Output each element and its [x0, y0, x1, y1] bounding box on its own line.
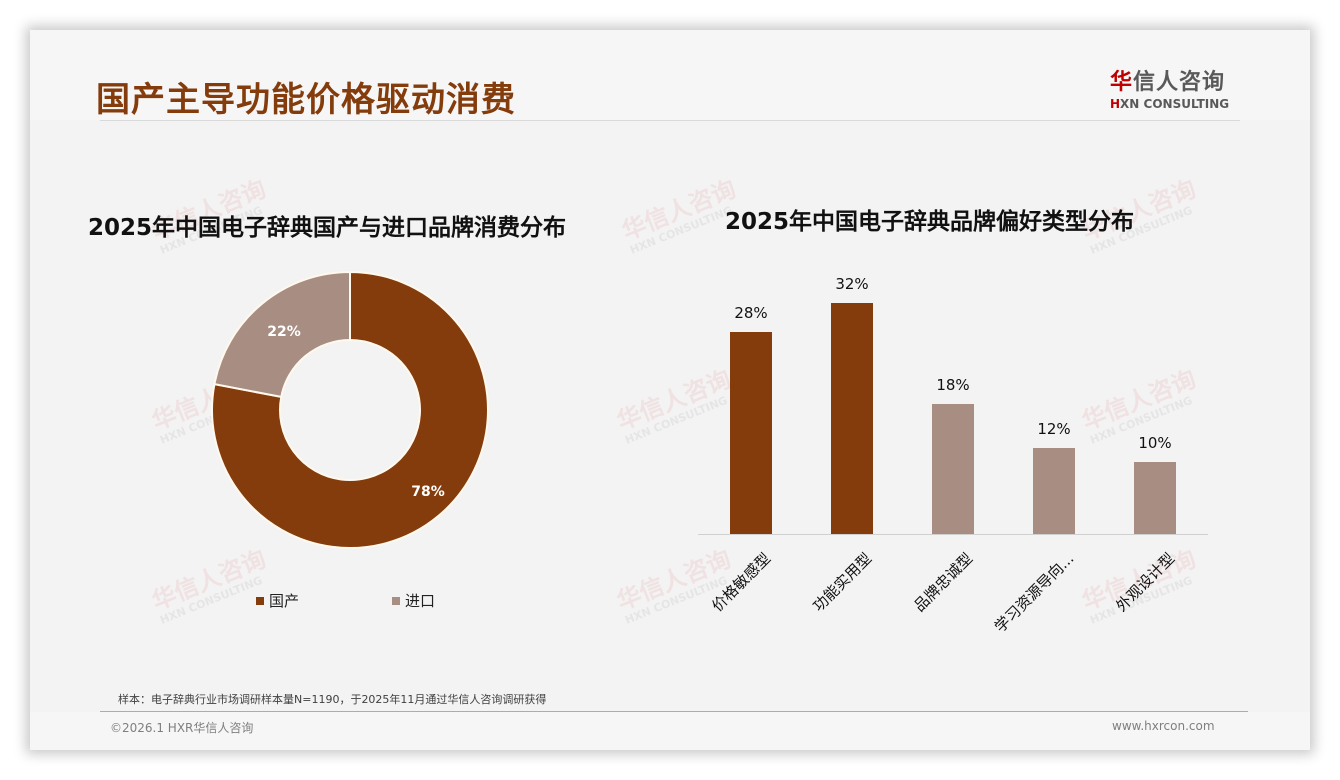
- bar-value-label: 18%: [936, 376, 970, 394]
- website-link[interactable]: www.hxrcon.com: [1112, 719, 1215, 733]
- bar-value-label: 10%: [1138, 434, 1172, 452]
- footer-band: [30, 712, 1310, 750]
- bar-functional[interactable]: [831, 303, 873, 534]
- bar-value-label: 32%: [835, 275, 869, 293]
- donut-segment-domestic[interactable]: [211, 270, 489, 549]
- bar-price-sensitive[interactable]: [730, 332, 772, 534]
- donut-chart: 78% 22%: [210, 270, 490, 550]
- donut-chart-title: 2025年中国电子辞典国产与进口品牌消费分布: [88, 215, 567, 241]
- bar-appearance[interactable]: [1134, 462, 1176, 534]
- watermark: 华信人咨询 HXN CONSULTING: [148, 544, 270, 627]
- x-tick-label: 外观设计型: [1112, 549, 1179, 616]
- bar-value-label: 28%: [734, 304, 768, 322]
- x-tick-label: 功能实用型: [809, 549, 876, 616]
- legend-swatch: [256, 596, 264, 605]
- source-note: 样本：电子辞典行业市场调研样本量N=1190，于2025年11月通过华信人咨询调…: [118, 693, 547, 706]
- legend-item-import: 进口: [392, 590, 435, 611]
- company-logo: 华信人咨询 HXN CONSULTING: [1110, 70, 1230, 111]
- header-band: [30, 30, 1310, 120]
- x-tick-label: 价格敏感型: [708, 549, 775, 616]
- footer-divider: [100, 711, 1248, 712]
- x-axis-line: [698, 534, 1208, 535]
- copyright: ©2026.1 HXR华信人咨询: [110, 721, 254, 735]
- bar-chart-title: 2025年中国电子辞典品牌偏好类型分布: [725, 209, 1135, 235]
- x-tick-label: 学习资源导向...: [990, 549, 1078, 636]
- donut-segment-import[interactable]: [213, 270, 351, 399]
- title-divider: [100, 120, 1240, 121]
- x-tick-label: 品牌忠诚型: [910, 549, 977, 616]
- legend-item-domestic: 国产: [256, 590, 299, 611]
- donut-label-domestic: 78%: [411, 484, 445, 500]
- donut-svg: [211, 270, 489, 549]
- donut-label-import: 22%: [267, 324, 301, 340]
- bar-chart-plot: 28% 32% 18% 12% 10%: [698, 270, 1208, 534]
- page-title: 国产主导功能价格驱动消费: [96, 80, 516, 120]
- slide: 华信人咨询 HXN CONSULTING 华信人咨询 HXN CONSULTING …: [30, 30, 1310, 750]
- bar-brand-loyal[interactable]: [932, 404, 974, 534]
- bar-value-label: 12%: [1037, 420, 1071, 438]
- bar-learning-resource[interactable]: [1033, 448, 1075, 534]
- legend-swatch: [392, 596, 400, 605]
